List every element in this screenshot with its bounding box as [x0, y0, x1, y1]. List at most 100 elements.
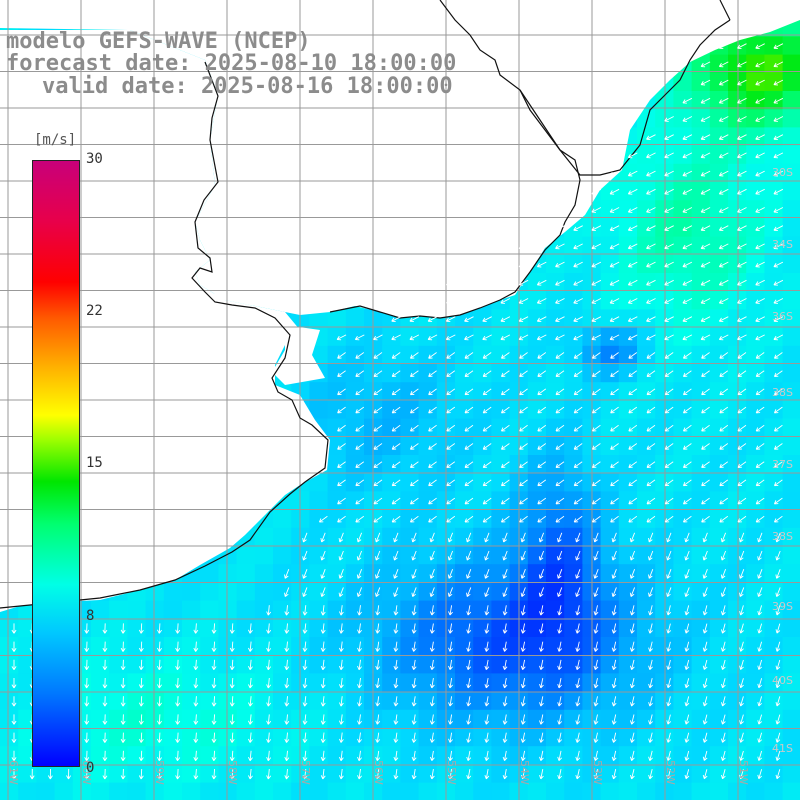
wind-cell	[600, 691, 620, 711]
wind-arrow	[593, 696, 599, 707]
wind-cell	[109, 618, 128, 638]
wind-cell	[218, 782, 238, 800]
wind-arrow	[320, 659, 326, 671]
wind-arrow	[739, 659, 744, 670]
colorbar-tick-0: 0	[86, 760, 95, 776]
wind-cell	[746, 527, 765, 547]
wind-arrow	[393, 641, 399, 652]
wind-arrow	[557, 732, 563, 743]
wind-arrow	[575, 532, 581, 543]
wind-cell	[309, 382, 329, 401]
wind-arrow	[737, 515, 747, 523]
wind-cell	[382, 600, 401, 620]
wind-arrow	[646, 370, 656, 377]
wind-arrow	[739, 532, 745, 543]
wind-cell	[0, 728, 19, 747]
wind-arrow	[409, 479, 419, 487]
wind-arrow	[701, 443, 710, 450]
wind-arrow	[555, 334, 565, 341]
wind-arrow	[666, 696, 672, 707]
wind-arrow	[284, 768, 290, 780]
wind-arrow	[718, 116, 729, 122]
wind-arrow	[375, 569, 381, 579]
wind-arrow	[448, 641, 453, 652]
wind-arrow	[391, 497, 401, 505]
wind-cell	[418, 782, 438, 800]
wind-cell	[673, 691, 693, 711]
wind-arrow	[157, 732, 162, 743]
wind-arrow	[627, 316, 638, 323]
wind-arrow	[757, 696, 763, 707]
wind-cell	[600, 509, 620, 529]
wind-arrow	[682, 116, 693, 122]
wind-cell	[327, 673, 347, 693]
wind-arrow	[120, 659, 126, 671]
wind-arrow	[193, 659, 199, 671]
wind-arrow	[609, 225, 620, 232]
wind-arrow	[664, 479, 674, 487]
wind-arrow	[247, 659, 253, 671]
wind-cell	[728, 782, 747, 800]
wind-arrow	[502, 750, 508, 761]
wind-cell	[728, 728, 747, 747]
wind-cell	[309, 728, 329, 747]
wind-cell	[673, 182, 693, 201]
wind-cell	[218, 673, 238, 693]
wind-cell	[637, 546, 656, 565]
wind-arrow	[247, 750, 253, 762]
wind-arrow	[684, 714, 690, 725]
wind-arrow	[375, 605, 381, 616]
wind-arrow	[629, 532, 636, 543]
wind-cell	[455, 400, 474, 420]
wind-arrow	[666, 532, 672, 543]
wind-arrow	[482, 352, 492, 359]
wind-arrow	[702, 623, 708, 634]
lat-label: 38S	[772, 530, 793, 543]
wind-arrow	[701, 388, 710, 396]
wind-arrow	[427, 298, 438, 304]
wind-cell	[182, 600, 201, 620]
wind-arrow	[702, 587, 708, 597]
wind-cell	[345, 546, 365, 565]
wind-arrow	[773, 152, 784, 159]
wind-arrow	[357, 623, 362, 634]
wind-arrow	[646, 352, 656, 359]
wind-cell	[691, 91, 711, 110]
wind-cell	[473, 364, 492, 383]
wind-arrow	[757, 678, 763, 689]
wind-cell	[418, 436, 438, 456]
wind-arrow	[555, 388, 565, 396]
wind-cell	[600, 273, 620, 292]
wind-cell	[546, 546, 565, 565]
wind-arrow	[627, 279, 638, 286]
wind-arrow	[719, 479, 729, 487]
wind-cell	[382, 491, 401, 511]
wind-cell	[637, 436, 656, 456]
wind-arrow	[411, 532, 417, 543]
wind-arrow	[646, 298, 656, 304]
wind-arrow	[591, 261, 602, 268]
wind-arrow	[448, 678, 453, 689]
wind-arrow	[29, 768, 35, 780]
wind-cell	[728, 436, 747, 456]
wind-arrow	[84, 623, 90, 634]
wind-arrow	[519, 352, 528, 359]
wind-arrow	[646, 225, 656, 232]
wind-arrow	[393, 678, 399, 689]
wind-cell	[327, 327, 347, 347]
wind-cell	[127, 782, 147, 800]
wind-cell	[254, 673, 274, 693]
wind-arrow	[648, 768, 653, 780]
wind-arrow	[611, 550, 617, 561]
wind-arrow	[629, 732, 635, 743]
wind-arrow	[573, 261, 583, 268]
wind-cell	[254, 546, 274, 565]
wind-arrow	[720, 714, 726, 725]
wind-cell	[473, 509, 492, 529]
wind-arrow	[773, 243, 784, 250]
wind-cell	[127, 673, 147, 693]
wind-arrow	[175, 641, 181, 652]
wind-arrow	[666, 678, 672, 689]
wind-arrow	[575, 732, 581, 743]
wind-arrow	[773, 515, 783, 523]
